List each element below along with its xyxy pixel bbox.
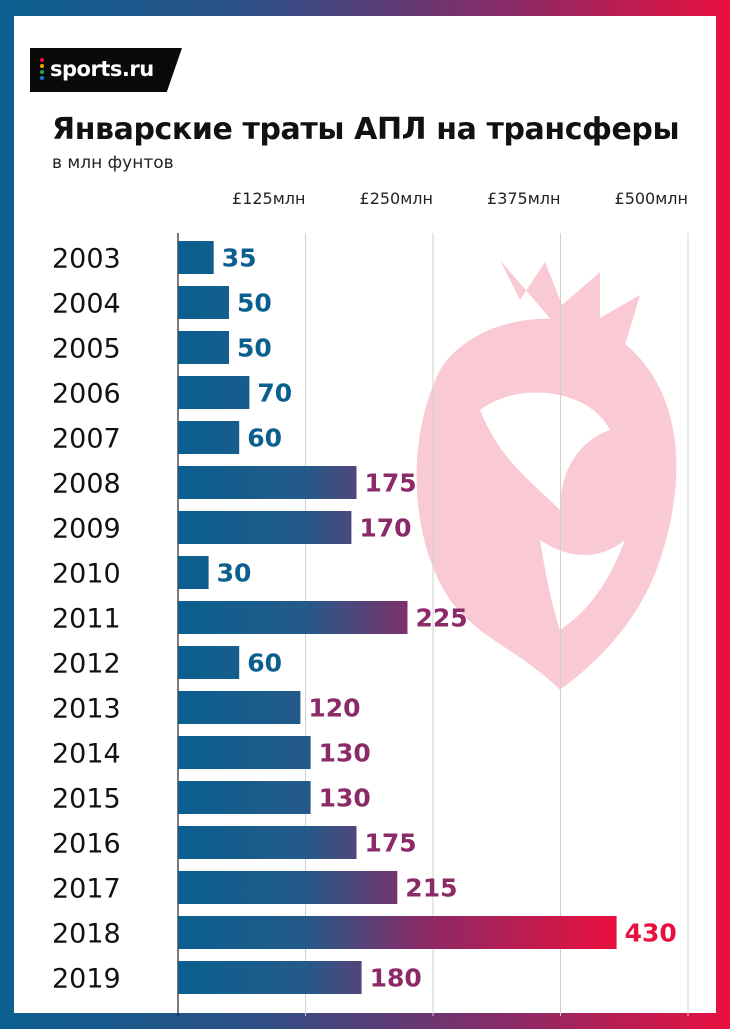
value-label: 430 xyxy=(625,919,677,948)
logo-dot xyxy=(40,76,44,80)
year-label: 2011 xyxy=(52,604,121,635)
bar xyxy=(178,736,311,769)
year-labels: 2003 2004 2005 2006 2007 2008 2009 2010 2011 2012… xyxy=(52,244,121,995)
year-label: 2010 xyxy=(52,559,121,590)
value-label: 175 xyxy=(365,829,417,858)
value-label: 120 xyxy=(308,694,360,723)
value-label: 215 xyxy=(405,874,457,903)
logo-dot xyxy=(40,64,44,68)
bar xyxy=(178,871,398,904)
bar xyxy=(178,421,240,454)
year-label: 2015 xyxy=(52,784,121,815)
value-label: 225 xyxy=(416,604,468,633)
year-label: 2007 xyxy=(52,424,121,455)
bar xyxy=(178,826,357,859)
x-tick-label: £250млн xyxy=(360,189,433,208)
bar xyxy=(178,646,240,679)
bar xyxy=(178,376,250,409)
value-label: 50 xyxy=(237,289,272,318)
year-label: 2019 xyxy=(52,964,121,995)
year-label: 2006 xyxy=(52,379,121,410)
value-label: 60 xyxy=(247,424,282,453)
x-tick-label: £500млн xyxy=(615,189,688,208)
premier-league-lion-watermark-icon xyxy=(416,260,677,690)
bar xyxy=(178,511,352,544)
year-label: 2014 xyxy=(52,739,121,770)
value-label: 30 xyxy=(217,559,252,588)
bar xyxy=(178,961,362,994)
value-label: 180 xyxy=(370,964,422,993)
value-label: 50 xyxy=(237,334,272,363)
value-label: 130 xyxy=(319,784,371,813)
year-label: 2009 xyxy=(52,514,121,545)
year-label: 2017 xyxy=(52,874,121,905)
year-label: 2016 xyxy=(52,829,121,860)
value-labels: 35 50 50 70 60 175 170 30 225 60 120 130 130 175 215 43… xyxy=(217,244,677,993)
x-tick-label: £125млн xyxy=(232,189,305,208)
bar xyxy=(178,691,301,724)
year-label: 2018 xyxy=(52,919,121,950)
chart-title: Январские траты АПЛ на трансферы xyxy=(52,112,680,147)
chart-subtitle: в млн фунтов xyxy=(52,153,174,173)
logo-dot xyxy=(40,70,44,74)
x-axis-ticks: £125млн £250млн £375млн £500млн xyxy=(232,189,688,208)
value-label: 60 xyxy=(247,649,282,678)
logo-dot xyxy=(40,58,44,62)
bars xyxy=(178,241,617,994)
value-label: 170 xyxy=(359,514,411,543)
chart-panel xyxy=(14,16,716,1013)
value-label: 175 xyxy=(365,469,417,498)
sports-ru-logo: sports.ru xyxy=(30,48,182,92)
bar xyxy=(178,556,209,589)
value-label: 35 xyxy=(222,244,257,273)
x-tick-label: £375млн xyxy=(487,189,560,208)
bar xyxy=(178,916,617,949)
year-label: 2008 xyxy=(52,469,121,500)
value-label: 70 xyxy=(257,379,292,408)
year-label: 2003 xyxy=(52,244,121,275)
year-label: 2004 xyxy=(52,289,121,320)
year-label: 2012 xyxy=(52,649,121,680)
bar xyxy=(178,286,229,319)
bar xyxy=(178,781,311,814)
bar xyxy=(178,241,214,274)
logo-dots-icon xyxy=(40,58,44,82)
value-label: 130 xyxy=(319,739,371,768)
bar xyxy=(178,331,229,364)
year-label: 2005 xyxy=(52,334,121,365)
logo-text: sports.ru xyxy=(50,57,154,81)
bar xyxy=(178,601,408,634)
bar xyxy=(178,466,357,499)
year-label: 2013 xyxy=(52,694,121,725)
